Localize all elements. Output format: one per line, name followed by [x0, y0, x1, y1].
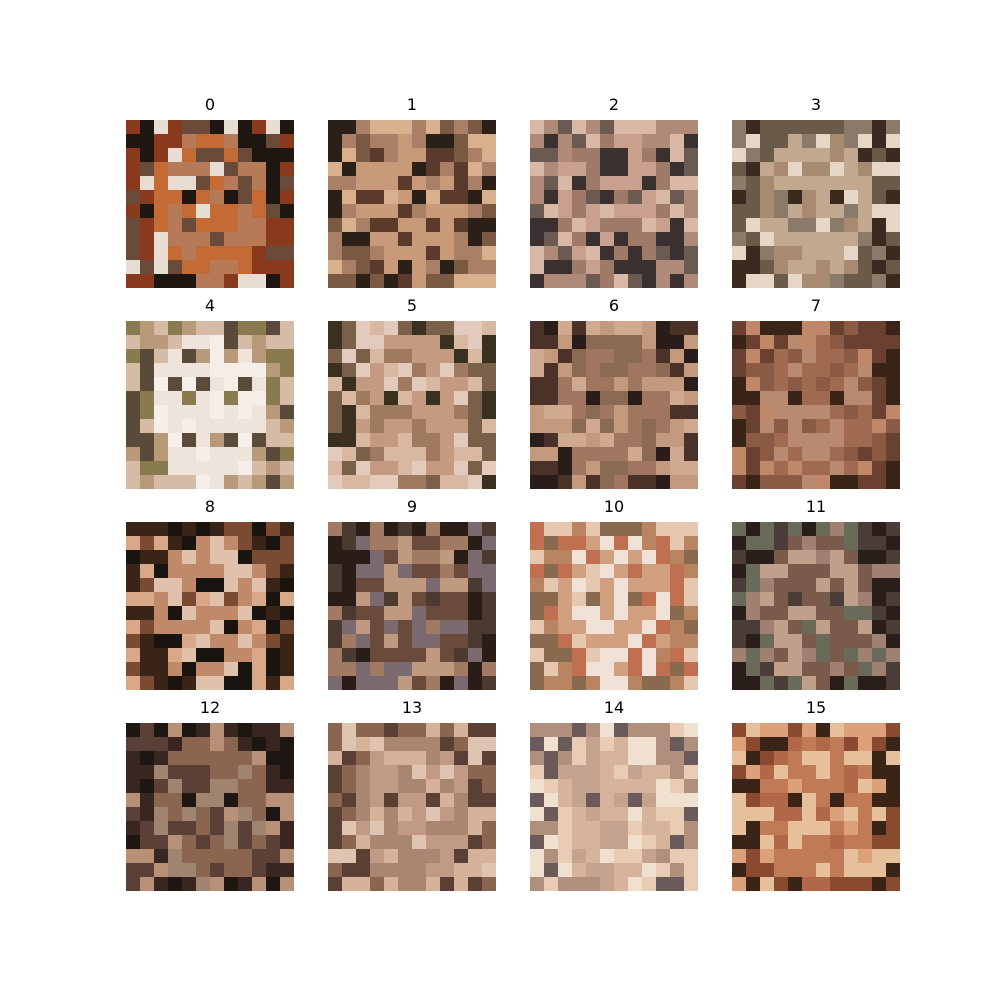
image-panel-10: 10 — [530, 498, 698, 698]
pixelated-face-image — [328, 321, 496, 489]
image-panel-15: 15 — [732, 699, 900, 899]
panel-title: 11 — [805, 497, 827, 516]
pixelated-face-image — [328, 522, 496, 690]
pixelated-face-image — [126, 120, 294, 288]
panel-title: 2 — [608, 95, 620, 114]
panel-title: 9 — [406, 497, 418, 516]
panel-title: 1 — [406, 95, 418, 114]
image-panel-0: 0 — [126, 96, 294, 296]
panel-title: 12 — [199, 698, 221, 717]
panel-title: 3 — [810, 95, 822, 114]
image-panel-14: 14 — [530, 699, 698, 899]
panel-title: 10 — [603, 497, 625, 516]
pixelated-face-image — [126, 321, 294, 489]
image-panel-1: 1 — [328, 96, 496, 296]
panel-title: 5 — [406, 296, 418, 315]
image-panel-3: 3 — [732, 96, 900, 296]
image-panel-4: 4 — [126, 297, 294, 497]
image-panel-6: 6 — [530, 297, 698, 497]
pixelated-face-image — [328, 120, 496, 288]
image-panel-13: 13 — [328, 699, 496, 899]
image-panel-8: 8 — [126, 498, 294, 698]
image-panel-12: 12 — [126, 699, 294, 899]
pixelated-face-image — [328, 723, 496, 891]
pixelated-face-image — [530, 723, 698, 891]
image-panel-9: 9 — [328, 498, 496, 698]
panel-title: 4 — [204, 296, 216, 315]
image-panel-11: 11 — [732, 498, 900, 698]
image-panel-5: 5 — [328, 297, 496, 497]
panel-title: 15 — [805, 698, 827, 717]
pixelated-face-image — [126, 723, 294, 891]
pixelated-face-image — [530, 321, 698, 489]
pixelated-face-image — [732, 321, 900, 489]
pixelated-face-image — [732, 120, 900, 288]
panel-title: 13 — [401, 698, 423, 717]
panel-title: 14 — [603, 698, 625, 717]
pixelated-face-image — [732, 522, 900, 690]
pixelated-face-image — [732, 723, 900, 891]
pixelated-face-image — [126, 522, 294, 690]
panel-title: 6 — [608, 296, 620, 315]
image-panel-7: 7 — [732, 297, 900, 497]
pixelated-face-image — [530, 120, 698, 288]
panel-title: 0 — [204, 95, 216, 114]
panel-title: 8 — [204, 497, 216, 516]
panel-title: 7 — [810, 296, 822, 315]
image-panel-2: 2 — [530, 96, 698, 296]
pixelated-face-image — [530, 522, 698, 690]
